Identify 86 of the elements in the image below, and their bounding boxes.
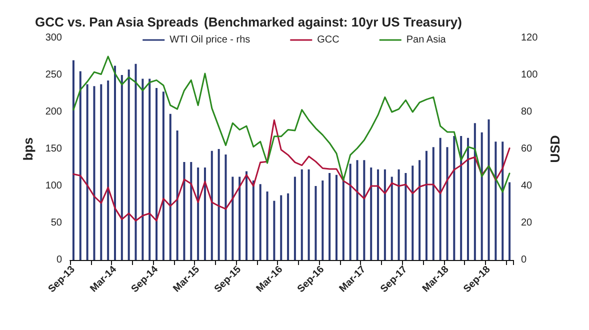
bar: [148, 78, 151, 260]
line-series: [72, 119, 510, 222]
bar: [232, 176, 234, 260]
bar: [453, 136, 456, 260]
bar: [328, 173, 331, 260]
legend-label: WTI Oil price - rhs: [170, 34, 250, 46]
bar: [349, 164, 352, 260]
legend-label: Pan Asia: [406, 34, 446, 46]
bar: [280, 195, 282, 260]
bar: [259, 184, 262, 260]
y-tick-label: 150: [45, 144, 62, 154]
bar: [480, 132, 483, 260]
bar: [488, 119, 490, 260]
y2-tick-label: 80: [521, 106, 533, 118]
bar: [432, 147, 434, 260]
bar: [439, 138, 442, 260]
y2-tick-label: 20: [521, 218, 533, 228]
y-tick-label: 0: [56, 254, 62, 266]
y-axis-title: bps: [20, 137, 36, 161]
bar: [377, 169, 380, 260]
bar: [114, 66, 116, 260]
y2-tick-label: 100: [521, 70, 538, 80]
bar: [252, 180, 254, 260]
bar: [210, 150, 213, 260]
y-tick-label: 200: [45, 106, 62, 118]
bar: [273, 200, 276, 260]
chart-title: GCC vs. Pan Asia Spreads: [35, 14, 199, 30]
bar: [120, 75, 123, 260]
bar: [107, 80, 110, 260]
bar: [308, 169, 310, 260]
bar: [425, 150, 428, 260]
bar: [169, 114, 172, 260]
bar: [467, 138, 470, 260]
chart-subtitle: (Benchmarked against: 10yr US Treasury): [204, 14, 462, 30]
bar: [156, 88, 158, 260]
bar: [404, 173, 407, 260]
bar: [190, 162, 192, 260]
bar: [238, 176, 241, 260]
bar: [128, 69, 130, 260]
bar: [246, 171, 248, 260]
bar: [224, 154, 227, 260]
bar: [266, 192, 268, 260]
bar: [300, 169, 303, 260]
bar: [446, 147, 448, 260]
y2-tick-label: 60: [521, 144, 533, 154]
bar: [162, 92, 164, 260]
bar: [460, 136, 462, 260]
bar: [93, 86, 96, 260]
bar: [134, 64, 137, 260]
bar: [412, 166, 414, 260]
bar: [287, 193, 290, 260]
y2-axis-title: USD: [548, 135, 563, 163]
bar: [384, 169, 386, 260]
bar: [204, 168, 206, 260]
bar: [356, 160, 358, 260]
y-tick-label: 250: [45, 70, 62, 80]
bar: [294, 176, 296, 260]
bar: [370, 168, 372, 260]
bar: [79, 71, 82, 260]
bar: [183, 162, 186, 260]
bar: [335, 174, 338, 260]
y2-tick-label: 0: [521, 254, 527, 266]
bar: [314, 186, 317, 260]
y-tick-label: 50: [50, 218, 62, 228]
bar: [390, 176, 393, 260]
bar: [398, 169, 400, 260]
bar: [322, 180, 324, 260]
bar: [494, 142, 497, 260]
bar: [197, 168, 200, 260]
bar: [100, 84, 102, 260]
line-series: [72, 56, 510, 193]
legend-label: GCC: [317, 34, 340, 46]
bar: [142, 78, 144, 260]
y2-tick-label: 120: [521, 32, 538, 44]
bar: [508, 182, 511, 260]
bar: [502, 142, 504, 260]
bar: [72, 60, 74, 260]
y2-tick-label: 40: [521, 180, 533, 192]
y-tick-label: 300: [45, 32, 62, 44]
bar: [176, 130, 178, 260]
bar: [218, 149, 220, 260]
bar: [474, 123, 476, 260]
y-tick-label: 100: [45, 180, 62, 192]
bar: [363, 160, 366, 260]
bar: [418, 160, 421, 260]
bar: [86, 84, 88, 260]
